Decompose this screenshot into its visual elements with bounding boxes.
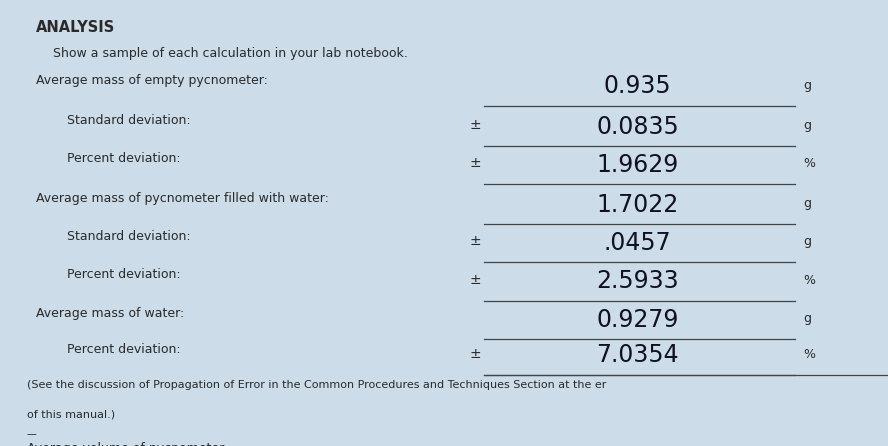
Text: Standard deviation:: Standard deviation: — [67, 114, 190, 127]
Text: Percent deviation:: Percent deviation: — [67, 343, 180, 355]
Text: %: % — [804, 157, 816, 170]
Text: ±: ± — [469, 118, 481, 132]
Text: 1.9629: 1.9629 — [597, 153, 678, 177]
Text: 1.7022: 1.7022 — [597, 193, 678, 217]
Text: —: — — [27, 429, 36, 439]
Text: g: g — [804, 312, 812, 325]
Text: Percent deviation:: Percent deviation: — [67, 152, 180, 165]
Text: g: g — [804, 79, 812, 92]
Text: Average mass of pycnometer filled with water:: Average mass of pycnometer filled with w… — [36, 192, 329, 205]
Text: ±: ± — [469, 273, 481, 287]
Text: Show a sample of each calculation in your lab notebook.: Show a sample of each calculation in you… — [53, 47, 408, 60]
Text: Average volume of pycnometer:: Average volume of pycnometer: — [27, 442, 228, 446]
Text: 2.5933: 2.5933 — [596, 269, 679, 293]
Text: .0457: .0457 — [604, 231, 671, 255]
Text: Average mass of water:: Average mass of water: — [36, 307, 184, 320]
Text: 0.935: 0.935 — [604, 74, 671, 99]
Text: g: g — [804, 197, 812, 210]
Text: ANALYSIS: ANALYSIS — [36, 20, 115, 35]
Text: %: % — [804, 348, 816, 361]
Text: %: % — [804, 274, 816, 287]
Text: of this manual.): of this manual.) — [27, 409, 115, 419]
Text: ±: ± — [469, 234, 481, 248]
Text: Standard deviation:: Standard deviation: — [67, 230, 190, 243]
Text: Percent deviation:: Percent deviation: — [67, 268, 180, 281]
Text: ±: ± — [469, 156, 481, 170]
Text: 0.9279: 0.9279 — [597, 308, 678, 332]
Text: 7.0354: 7.0354 — [596, 343, 679, 368]
Text: g: g — [804, 235, 812, 248]
Text: g: g — [804, 119, 812, 132]
Text: 0.0835: 0.0835 — [596, 115, 679, 139]
Text: (See the discussion of Propagation of Error in the Common Procedures and Techniq: (See the discussion of Propagation of Er… — [27, 380, 606, 390]
Text: ±: ± — [469, 347, 481, 361]
Text: Average mass of empty pycnometer:: Average mass of empty pycnometer: — [36, 74, 267, 87]
